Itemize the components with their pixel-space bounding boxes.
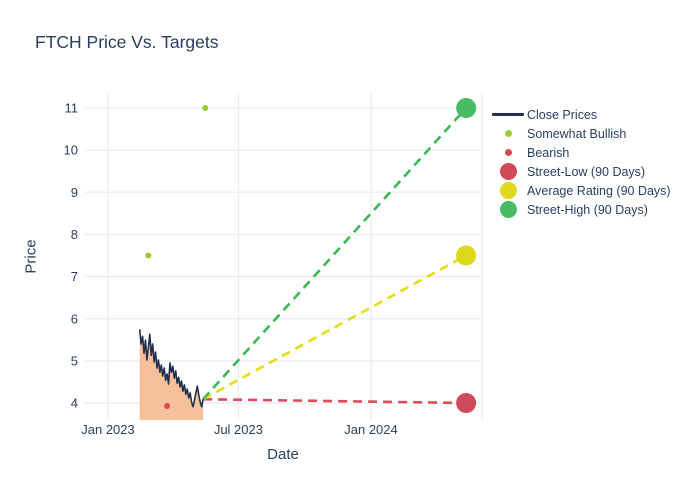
y-tick-label: 7 [71, 269, 78, 284]
bearish-legend-marker-icon [489, 149, 527, 156]
street-low-90-days-legend-marker-icon [489, 163, 527, 180]
legend-item-street-high-90-days[interactable]: Street-High (90 Days) [489, 200, 671, 219]
target-marker-street-high-90-days [456, 98, 477, 118]
y-tick-label: 5 [71, 353, 78, 368]
x-tick-label: Jul 2023 [214, 422, 263, 437]
y-tick-label: 4 [71, 396, 78, 411]
target-dash-line-average-rating-90-days [202, 254, 467, 401]
y-tick-label: 8 [71, 227, 78, 242]
x-tick-label: Jan 2023 [81, 422, 135, 437]
y-tick-label: 9 [71, 185, 78, 200]
y-tick-label: 11 [65, 101, 79, 116]
street-high-90-days-legend-marker-icon [489, 201, 527, 218]
legend-item-somewhat-bullish[interactable]: Somewhat Bullish [489, 124, 671, 143]
legend-label: Close Prices [527, 107, 598, 122]
target-dash-line-street-high-90-days [202, 107, 468, 401]
legend-item-street-low-90-days[interactable]: Street-Low (90 Days) [489, 162, 671, 181]
close-prices-area-fill [139, 329, 204, 420]
x-tick-label: Jan 2024 [344, 422, 398, 437]
y-tick-label: 6 [71, 311, 78, 326]
close-prices-line [138, 329, 204, 408]
average-rating-90-days-legend-marker-icon [489, 182, 527, 199]
legend-item-bearish[interactable]: Bearish [489, 143, 671, 162]
legend-label: Average Rating (90 Days) [527, 183, 671, 198]
legend-label: Street-High (90 Days) [527, 202, 648, 217]
legend-item-average-rating-90-days[interactable]: Average Rating (90 Days) [489, 181, 671, 200]
rating-dot-somewhat-bullish [202, 105, 209, 111]
legend-item-close-prices[interactable]: Close Prices [489, 105, 671, 124]
legend-label: Somewhat Bullish [527, 126, 627, 141]
close-prices-legend-marker-icon [489, 113, 527, 116]
legend-label: Street-Low (90 Days) [527, 164, 646, 179]
legend-label: Bearish [527, 145, 570, 160]
y-tick-label: 10 [64, 143, 78, 158]
y-axis-title: Price [22, 239, 40, 274]
legend: Close Prices Somewhat Bullish Bearish Stree… [489, 105, 671, 219]
rating-dot-somewhat-bullish [145, 252, 152, 259]
somewhat-bullish-legend-marker-icon [489, 130, 527, 137]
chart-title: FTCH Price Vs. Targets [35, 32, 219, 52]
x-axis-title: Date [267, 446, 299, 463]
target-marker-average-rating-90-days [456, 245, 477, 266]
rating-dot-bearish [164, 402, 171, 409]
target-marker-street-low-90-days [456, 393, 477, 413]
